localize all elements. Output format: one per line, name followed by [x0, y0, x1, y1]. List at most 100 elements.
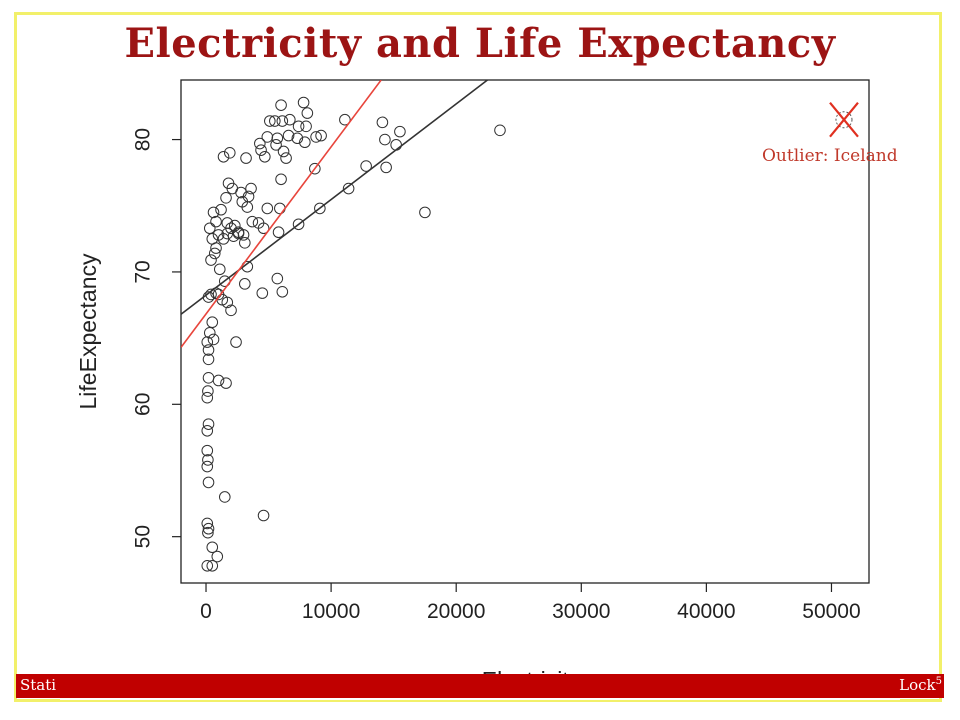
data-point	[203, 327, 216, 339]
data-point	[202, 476, 215, 489]
regression-line-all	[181, 80, 488, 315]
data-point	[202, 522, 215, 535]
data-point	[206, 559, 219, 572]
data-point	[276, 285, 289, 298]
data-point	[223, 147, 236, 159]
data-point	[206, 316, 219, 329]
data-point	[205, 254, 217, 266]
data-point	[201, 444, 214, 457]
y-axis-label: LifeExpectancy	[75, 253, 101, 409]
data-point	[207, 333, 220, 346]
y-tick-label: 80	[132, 128, 155, 151]
data-point	[261, 202, 274, 215]
data-point	[202, 526, 214, 539]
data-point	[280, 152, 292, 164]
data-point	[201, 559, 214, 572]
data-point	[276, 115, 289, 127]
footer-bar	[16, 674, 944, 698]
data-point	[211, 550, 224, 563]
slide-title: Electricity and Life Expectancy	[124, 20, 836, 67]
data-point	[201, 336, 214, 348]
data-point	[300, 120, 312, 133]
data-point	[202, 418, 215, 430]
y-tick-label: 50	[132, 525, 155, 548]
data-point	[208, 247, 221, 260]
data-point	[257, 509, 270, 522]
data-point	[210, 242, 222, 254]
data-point	[360, 160, 372, 172]
data-point	[380, 161, 392, 174]
data-point	[342, 182, 355, 195]
x-tick-label: 20000	[427, 600, 485, 623]
data-point	[201, 424, 214, 437]
data-point	[213, 263, 226, 276]
x-tick-label: 0	[200, 600, 212, 623]
scatter-chart-svg: 0100002000030000400005000050607080Electr…	[75, 79, 870, 693]
y-tick-label: 60	[132, 393, 155, 416]
data-point	[202, 454, 214, 466]
data-point	[494, 124, 506, 137]
footer-right-text: Lock5	[899, 676, 942, 694]
outlier-point	[835, 111, 853, 129]
data-point	[259, 150, 271, 163]
data-point	[379, 133, 391, 146]
data-point	[271, 272, 284, 285]
data-point	[202, 353, 215, 366]
outlier-annotation: Outlier: Iceland	[762, 146, 898, 166]
data-point	[272, 226, 285, 239]
data-point	[238, 278, 251, 290]
data-point	[261, 131, 274, 143]
data-point	[390, 139, 402, 151]
data-point	[221, 227, 234, 240]
data-point	[271, 132, 284, 145]
data-point	[292, 120, 305, 133]
data-point	[274, 202, 286, 215]
data-point	[220, 377, 232, 389]
data-point	[235, 186, 247, 199]
data-point	[217, 150, 230, 163]
data-point	[202, 372, 215, 384]
data-point	[376, 116, 389, 129]
data-point	[221, 296, 234, 309]
data-point	[269, 115, 281, 127]
data-point	[225, 304, 237, 317]
y-tick-label: 70	[132, 260, 155, 283]
data-point	[201, 460, 214, 473]
data-point	[301, 107, 314, 119]
data-point	[314, 202, 326, 215]
data-point	[201, 391, 214, 404]
data-point	[284, 113, 296, 126]
x-tick-label: 50000	[802, 600, 860, 623]
data-point	[203, 222, 216, 235]
data-point	[232, 227, 245, 240]
data-point	[297, 96, 310, 109]
data-point	[206, 541, 219, 554]
x-tick-label: 40000	[677, 600, 735, 623]
data-point	[419, 206, 431, 219]
data-point	[202, 344, 215, 356]
x-mark-icon	[829, 102, 859, 138]
data-point	[270, 139, 282, 151]
data-point	[201, 517, 214, 530]
data-point	[220, 192, 232, 204]
data-point	[299, 136, 311, 149]
data-point	[230, 336, 242, 348]
data-point	[315, 129, 327, 142]
data-point	[309, 162, 321, 175]
slide-frame	[14, 12, 942, 702]
data-point	[218, 491, 231, 503]
data-point	[257, 222, 270, 235]
data-point	[212, 374, 225, 387]
data-point	[202, 385, 214, 397]
data-point	[277, 145, 290, 158]
data-point	[207, 206, 220, 219]
plot-frame	[180, 79, 870, 584]
data-point	[275, 173, 287, 186]
footer-right-label: Lock	[899, 676, 936, 694]
data-point	[310, 131, 322, 143]
x-tick-label: 10000	[302, 600, 360, 623]
data-point	[241, 201, 254, 213]
footer-right-sup: 5	[935, 676, 942, 687]
data-point	[246, 215, 259, 228]
